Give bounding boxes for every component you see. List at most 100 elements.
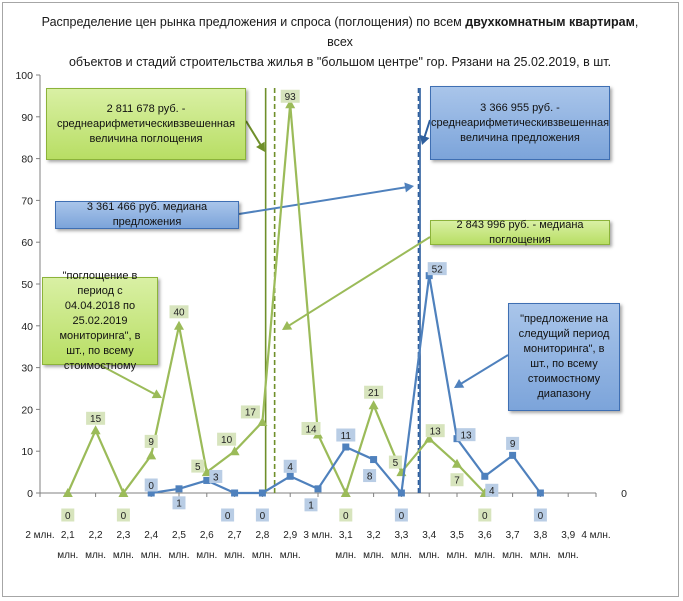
data-label: 0 — [343, 511, 349, 522]
data-label: 0 — [121, 511, 127, 522]
offer-mean-text: 3 366 955 руб. - среднеарифметическивзве… — [430, 101, 610, 144]
data-label: 8 — [367, 471, 373, 482]
series-2-point — [481, 472, 489, 480]
data-label-bg — [450, 473, 464, 487]
series-2-point — [258, 489, 266, 497]
x-tick-label: млн. — [224, 550, 245, 561]
data-label-bg — [425, 424, 445, 438]
series-2-point — [314, 485, 322, 493]
series-2-point — [370, 456, 378, 464]
series-2-point — [397, 489, 405, 497]
data-label-bg — [456, 428, 476, 442]
series-2-point — [175, 485, 183, 493]
data-label: 52 — [432, 264, 444, 275]
offer-series-text: "предложение на следущий период монитори… — [518, 313, 610, 400]
data-label-bg — [301, 421, 321, 435]
absorption-median-arrow — [285, 236, 431, 329]
data-label-bg — [394, 508, 408, 522]
series-1-point — [229, 446, 240, 456]
x-tick-label: 2,4 — [144, 530, 158, 541]
data-label: 4 — [489, 486, 495, 497]
absorption-note-arrow-head — [151, 389, 162, 399]
data-label-bg — [478, 508, 492, 522]
data-label-bg — [240, 405, 260, 419]
x-tick-label: 2,3 — [116, 530, 130, 541]
data-label-bg — [388, 455, 402, 469]
data-label-bg — [485, 483, 499, 497]
x-tick-label: млн. — [113, 550, 134, 561]
y-tick-label: 10 — [21, 446, 33, 458]
data-label-bg — [255, 508, 269, 522]
data-label: 15 — [90, 414, 102, 425]
x-tick-label: млн. — [530, 550, 551, 561]
series-1-point — [146, 450, 157, 460]
absorption-median-text: 2 843 996 руб. - медиана поглощения — [456, 218, 584, 246]
x-tick-label: млн. — [446, 550, 467, 561]
x-tick-label: 2,5 — [172, 530, 186, 541]
x-tick-label: млн. — [57, 550, 78, 561]
data-label: 11 — [341, 431, 352, 442]
x-tick-label: млн. — [141, 550, 162, 561]
absorption-median-arrow-head — [282, 320, 293, 330]
data-label-bg — [533, 508, 547, 522]
series-group — [62, 99, 544, 497]
series-1-point — [340, 488, 351, 497]
absorption-note-arrow — [99, 364, 159, 397]
data-label: 13 — [430, 426, 442, 437]
x-tick-label: млн. — [558, 550, 579, 561]
x-tick-label: 3,6 — [478, 530, 492, 541]
absorption-mean-callout: 2 811 678 руб. - среднеарифметическивзве… — [46, 88, 246, 160]
data-label-bg — [144, 434, 158, 448]
data-label: 1 — [308, 501, 314, 512]
x-tick-label: 3,4 — [422, 530, 436, 541]
x-tick-label: млн. — [280, 550, 301, 561]
series-2-point — [536, 489, 544, 497]
series-2-point — [147, 489, 155, 497]
y-tick-label: 60 — [21, 237, 33, 249]
series-1-point — [424, 433, 435, 443]
y-tick-label: 90 — [21, 112, 33, 124]
offer-note-arrow — [457, 354, 509, 387]
data-label: 1 — [176, 499, 182, 510]
series-1-point — [62, 488, 73, 497]
data-label: 9 — [510, 439, 516, 450]
absorption-series-callout: "поглощение в период с 04.04.2018 по 25.… — [42, 270, 158, 372]
y-tick-label: 80 — [21, 154, 33, 166]
data-label: 0 — [538, 511, 544, 522]
data-label-bg — [427, 262, 447, 276]
x-tick-label: 2 млн. — [25, 530, 54, 541]
data-label-bg — [172, 496, 186, 510]
x-tick-label: 3,3 — [394, 530, 408, 541]
right-axis-label: 0 — [621, 488, 627, 500]
annotation-arrows-group — [99, 119, 509, 399]
x-tick-label: 2,8 — [255, 530, 269, 541]
data-label-bg — [336, 428, 356, 442]
data-label: 21 — [368, 388, 380, 399]
y-tick-label: 100 — [15, 70, 33, 82]
data-label: 5 — [393, 458, 399, 469]
data-label: 5 — [195, 462, 201, 473]
data-label: 0 — [225, 511, 231, 522]
series-line-2 — [151, 274, 542, 495]
data-label-bg — [304, 498, 318, 512]
x-tick-label: млн. — [419, 550, 440, 561]
offer-note-arrow-head — [454, 379, 465, 388]
chart-title: Распределение цен рынка предложения и сп… — [40, 12, 640, 72]
data-label: 17 — [245, 408, 257, 419]
data-label-bg — [363, 469, 377, 483]
absorption-series-text: "поглощение в период с 04.04.2018 по 25.… — [59, 269, 141, 372]
data-label-bg — [280, 89, 300, 103]
offer-mean-callout: 3 366 955 руб. - среднеарифметическивзве… — [430, 86, 610, 160]
x-tick-label: млн. — [363, 550, 384, 561]
data-label: 93 — [285, 92, 297, 103]
x-tick-label: млн. — [85, 550, 106, 561]
series-1-point — [257, 416, 268, 426]
data-label-bg — [144, 478, 158, 492]
x-tick-label: 4 млн. — [581, 530, 610, 541]
data-label: 14 — [305, 424, 317, 435]
y-tick-label: 50 — [21, 279, 33, 291]
data-label: 4 — [287, 462, 293, 473]
x-tick-label: 3,9 — [561, 530, 575, 541]
